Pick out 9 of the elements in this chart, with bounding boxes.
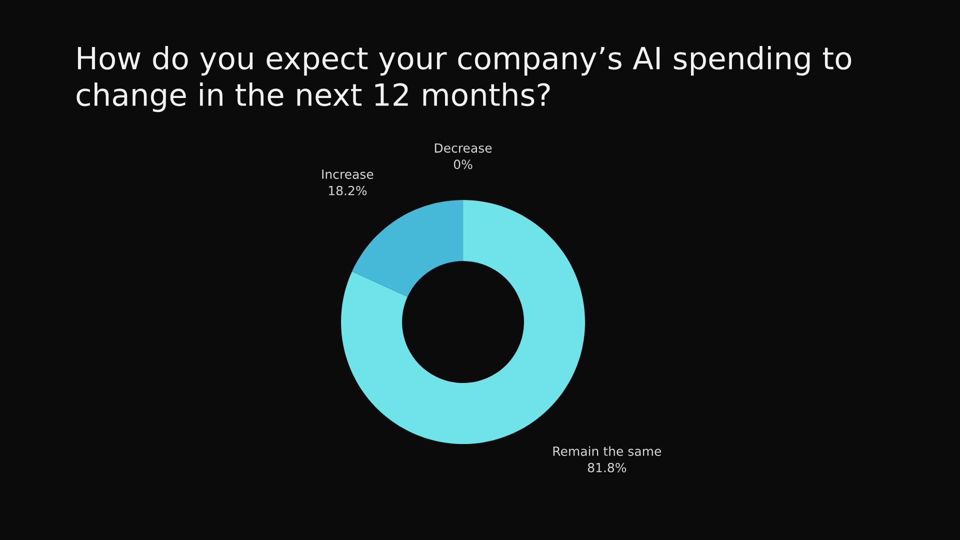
text: 0% (454, 160, 472, 170)
data-label: 81.8% (588, 462, 626, 472)
chart-title: How do you expect your company’s AI spending to change in the next 12 months? (76, 46, 852, 112)
category-label: Decrease (434, 143, 492, 153)
donut-slice (352, 200, 464, 297)
slice-label: Remain the same (553, 446, 662, 456)
donut-slice (341, 200, 586, 444)
slice-label: Increase (322, 170, 374, 179)
data-label: 18.2% (328, 186, 367, 196)
